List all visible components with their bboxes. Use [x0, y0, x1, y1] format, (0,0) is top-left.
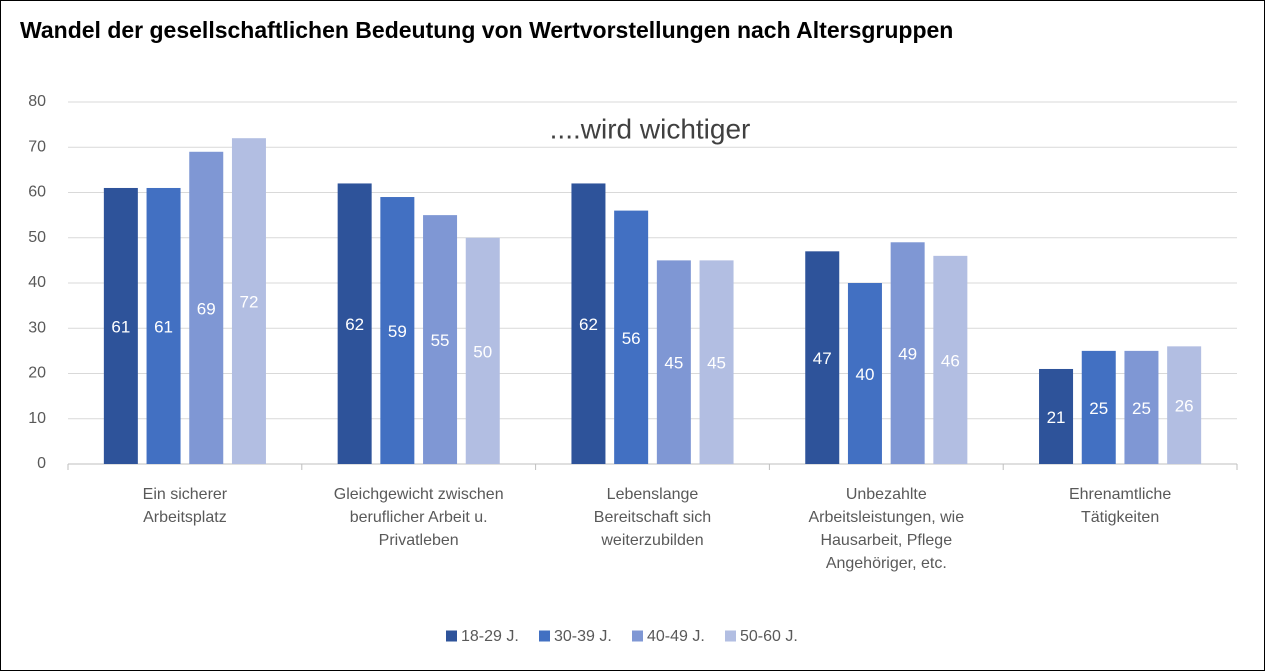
- bar: [699, 260, 734, 464]
- legend-swatch: [632, 630, 643, 642]
- value-label: 55: [431, 331, 450, 350]
- y-tick-label: 30: [28, 319, 46, 336]
- y-tick-label: 10: [28, 410, 46, 427]
- annotation: ....wird wichtiger: [550, 113, 751, 144]
- legend-swatch: [539, 630, 550, 642]
- value-label: 25: [1132, 399, 1151, 418]
- value-label: 50: [473, 342, 492, 361]
- value-label: 62: [345, 315, 364, 334]
- bar: [1167, 346, 1202, 464]
- x-tick-label: Gleichgewicht zwischen beruflicher Arbei…: [333, 486, 504, 549]
- bar: [847, 283, 882, 464]
- value-label: 49: [898, 345, 917, 364]
- legend-label: 50-60 J.: [740, 628, 798, 645]
- legend-swatch: [725, 630, 736, 642]
- bar: [465, 237, 500, 464]
- value-label: 46: [941, 351, 960, 370]
- legend-label: 40-49 J.: [647, 628, 705, 645]
- value-label: 56: [622, 329, 641, 348]
- y-tick-label: 40: [28, 274, 46, 291]
- value-label: 45: [664, 354, 683, 373]
- y-tick-label: 0: [37, 455, 46, 472]
- value-label: 26: [1175, 397, 1194, 416]
- bar: [933, 255, 968, 464]
- bar: [571, 183, 606, 464]
- bar: [337, 183, 372, 464]
- y-tick-label: 50: [28, 229, 46, 246]
- y-tick-label: 60: [28, 184, 46, 201]
- value-label: 21: [1047, 408, 1066, 427]
- bar: [656, 260, 691, 464]
- bar: [423, 215, 458, 464]
- y-tick-label: 20: [28, 365, 46, 382]
- value-label: 47: [813, 349, 832, 368]
- x-tick-label: Ehrenamtliche Tätigkeiten: [1068, 486, 1172, 526]
- y-tick-label: 80: [28, 93, 46, 110]
- x-tick-label: Lebenslange Bereitschaft sich weiterzubi…: [593, 486, 712, 549]
- y-tick-label: 70: [28, 138, 46, 155]
- legend-label: 18-29 J.: [461, 628, 519, 645]
- bar: [1124, 350, 1159, 464]
- bar: [103, 187, 138, 464]
- value-label: 72: [239, 293, 258, 312]
- bar: [231, 138, 266, 464]
- value-label: 40: [855, 365, 874, 384]
- value-label: 45: [707, 354, 726, 373]
- value-label: 69: [197, 299, 216, 318]
- bar: [805, 251, 840, 464]
- bar: [189, 151, 224, 464]
- value-label: 61: [154, 317, 173, 336]
- value-label: 59: [388, 322, 407, 341]
- bar: [614, 210, 649, 464]
- x-tick-label: Ein sicherer Arbeitsplatz: [142, 486, 228, 526]
- value-label: 25: [1089, 399, 1108, 418]
- bar: [890, 242, 925, 464]
- bar: [380, 197, 415, 464]
- bar: [1081, 350, 1116, 464]
- bar: [1039, 368, 1074, 464]
- x-tick-label: Unbezahlte Arbeitsleistungen, wie Hausar…: [808, 486, 965, 572]
- legend-label: 30-39 J.: [554, 628, 612, 645]
- value-label: 62: [579, 315, 598, 334]
- legend-swatch: [446, 630, 457, 642]
- value-label: 61: [111, 317, 130, 336]
- bar: [146, 187, 181, 464]
- chart-title: Wandel der gesellschaftlichen Bedeutung …: [20, 17, 953, 43]
